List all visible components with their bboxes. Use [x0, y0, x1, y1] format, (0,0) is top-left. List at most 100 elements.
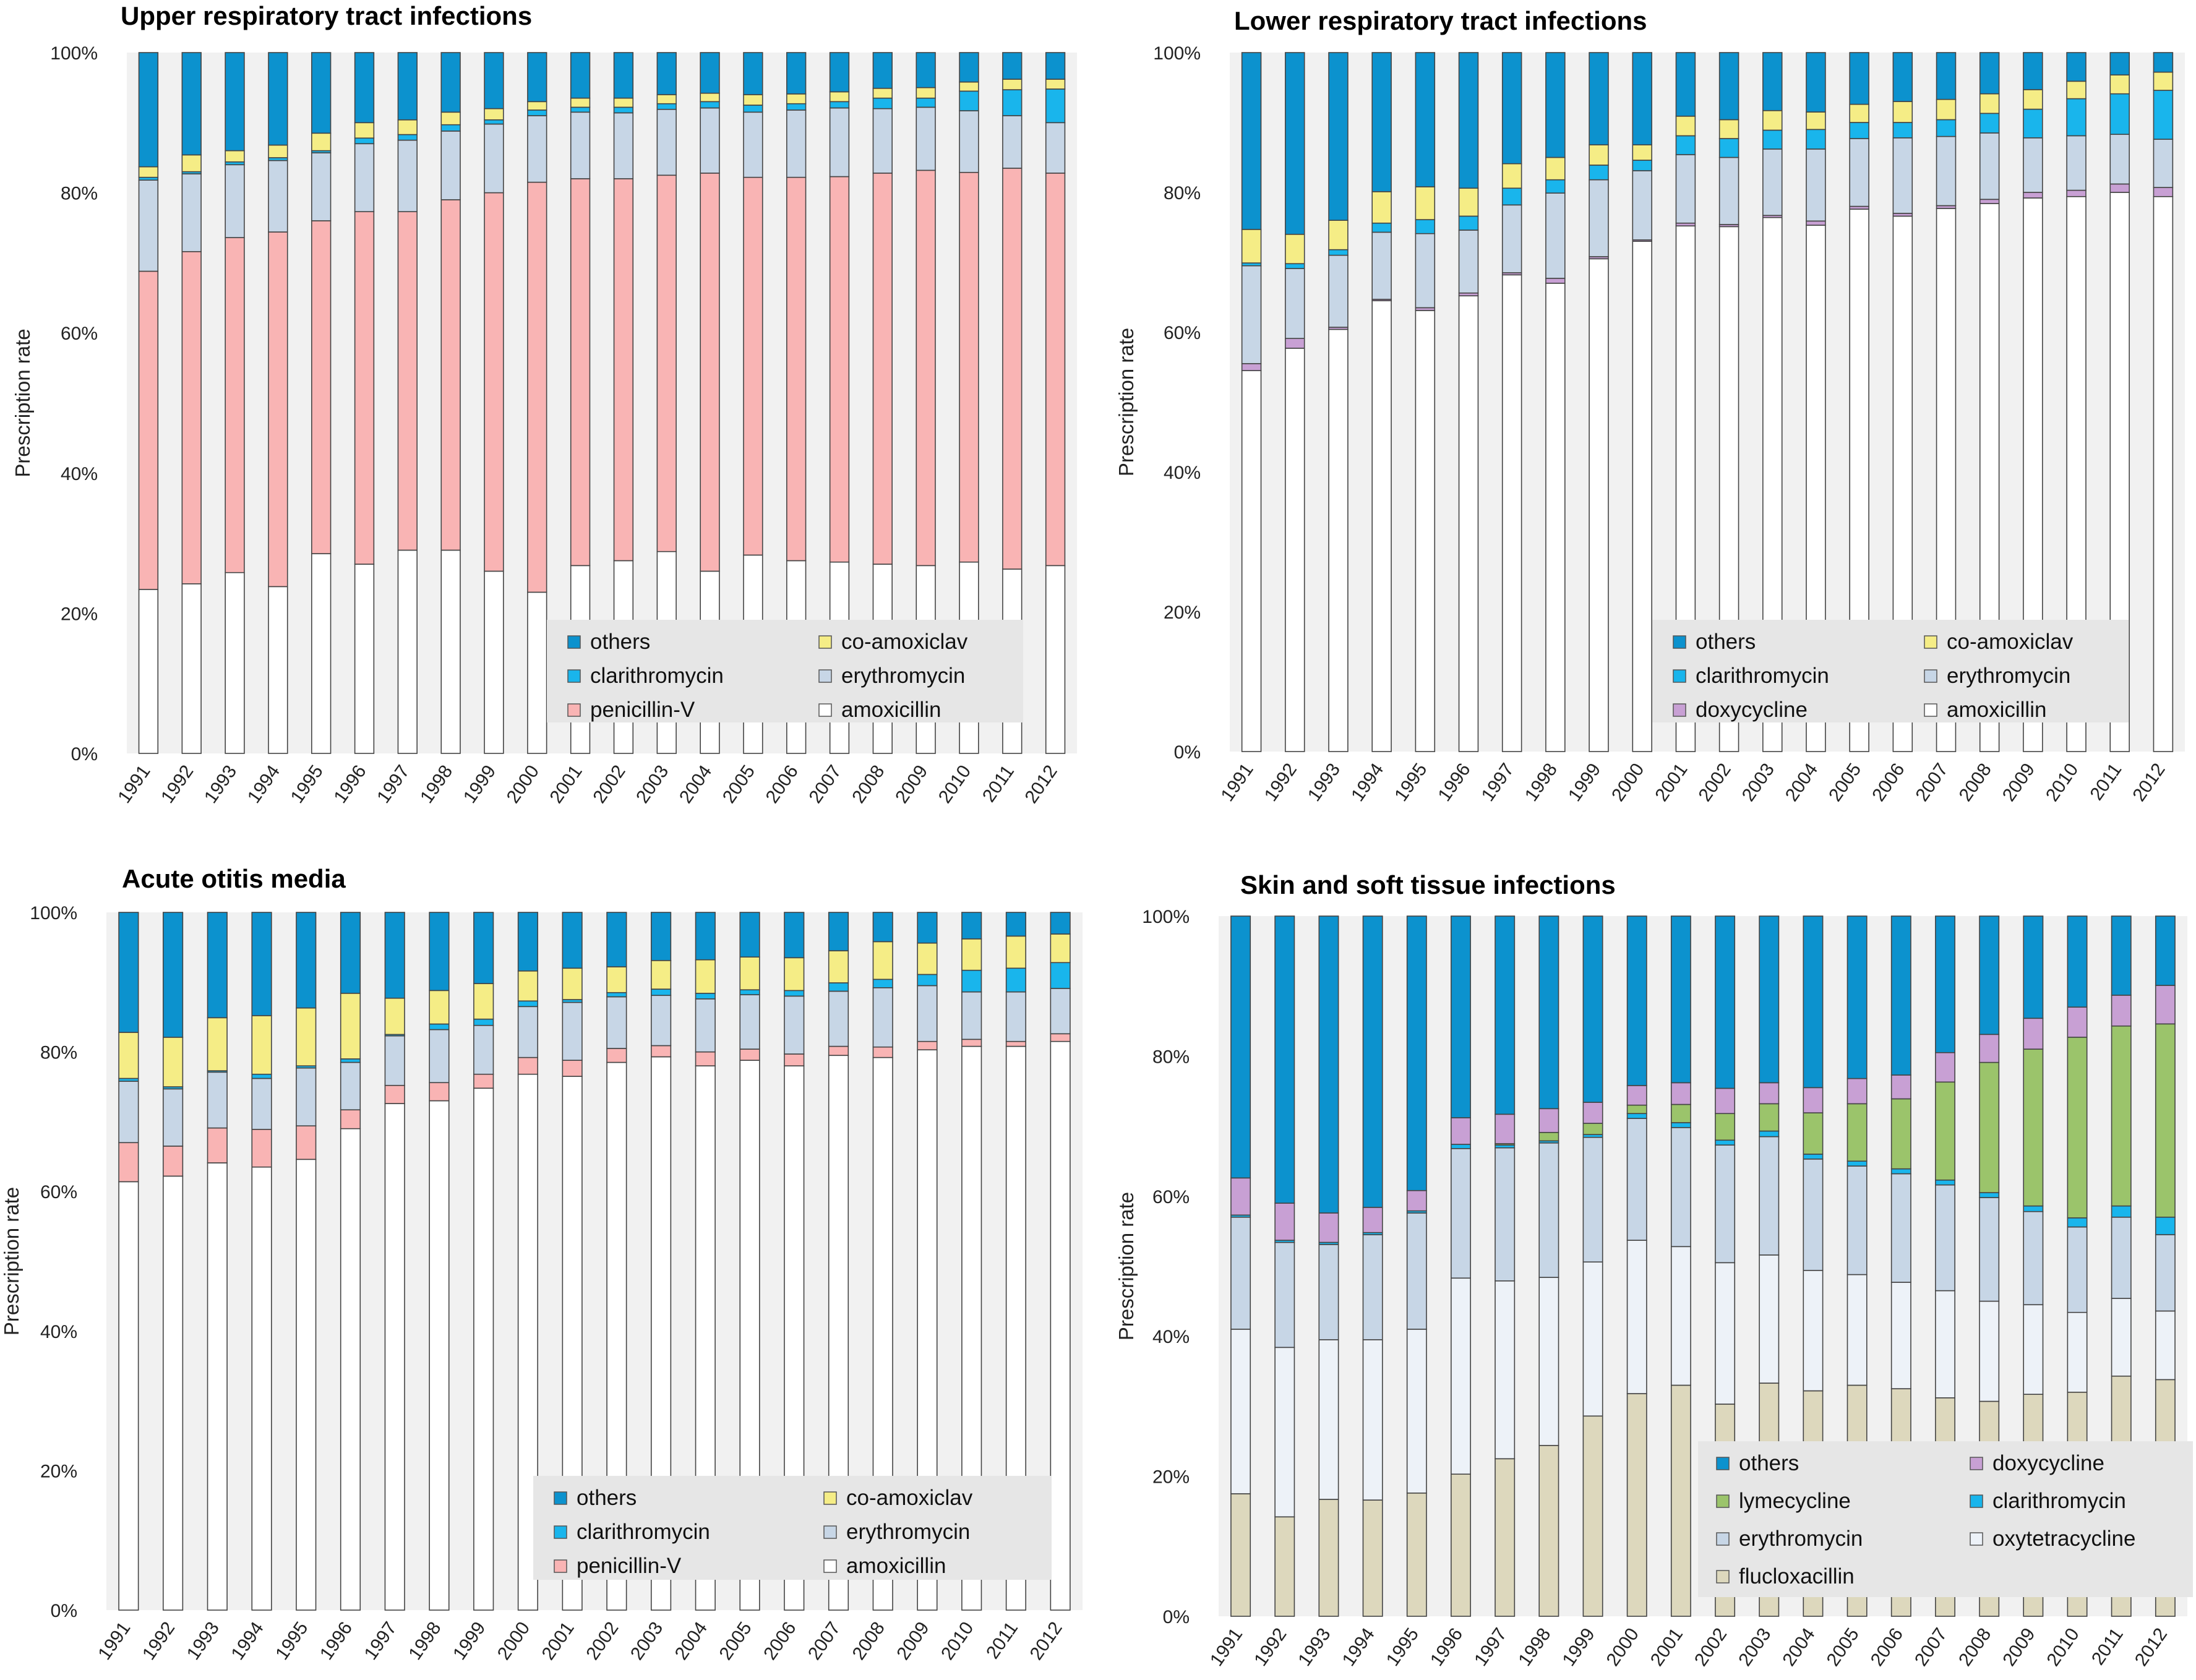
- bar-segment-clarithromycin-2006: [1890, 1168, 1911, 1175]
- bar-segment-oxytetracycline-1998: [1538, 1277, 1559, 1446]
- bar-segment-amoxicillin-1999: [484, 570, 504, 754]
- legend-swatch-clarithromycin: [1673, 669, 1686, 683]
- bar-segment-erythromycin-1992: [181, 173, 202, 252]
- x-tick-label: 2002: [1695, 760, 1735, 805]
- bar-segment-doxycycline-2005: [1846, 1078, 1868, 1105]
- x-tick-label: 1998: [405, 1618, 445, 1664]
- bar-segment-others-2000: [1626, 915, 1647, 1086]
- bar-segment-others-1998: [1545, 52, 1566, 158]
- bar-segment-penicillin-V-2000: [527, 181, 547, 593]
- bar-segment-doxycycline-1995: [1406, 1189, 1427, 1212]
- bar-segment-erythromycin-2006: [786, 109, 807, 178]
- bar-segment-erythromycin-1998: [1538, 1142, 1559, 1278]
- bar-segment-co-amoxiclav-2007: [828, 950, 849, 984]
- bar-segment-oxytetracycline-1995: [1406, 1329, 1427, 1494]
- bar-segment-others-2011: [2111, 915, 2132, 996]
- y-tick-label: 20%: [61, 604, 98, 624]
- x-tick-label: 2005: [1825, 760, 1865, 805]
- bar-segment-co-amoxiclav-2010: [959, 81, 979, 92]
- x-tick-label: 1999: [449, 1618, 489, 1664]
- bar-segment-erythromycin-1992: [1274, 1241, 1295, 1348]
- bar-segment-doxycycline-2002: [1715, 1087, 1736, 1115]
- legend-label-others: others: [1739, 1451, 1799, 1475]
- bar-segment-erythromycin-2010: [2066, 135, 2087, 191]
- y-axis-label: Prescription rate: [11, 328, 34, 477]
- x-tick-label: 2012: [1026, 1618, 1066, 1664]
- x-tick-label: 2002: [1691, 1624, 1731, 1670]
- legend-swatch-clarithromycin: [1970, 1494, 1983, 1508]
- bar-segment-clarithromycin-2004: [695, 993, 716, 1000]
- legend-swatch-co-amoxiclav: [818, 635, 832, 649]
- bar-segment-others-2008: [872, 912, 893, 943]
- bar-segment-penicillin-V-2006: [786, 176, 807, 562]
- bar-segment-doxycycline-1996: [1451, 1117, 1471, 1145]
- legend-swatch-penicillin-V: [567, 703, 581, 717]
- bar-segment-erythromycin-2004: [1803, 1159, 1824, 1271]
- bar-segment-doxycycline-1992: [1274, 1202, 1295, 1241]
- bar-segment-erythromycin-1997: [397, 139, 418, 212]
- bar-segment-others-1991: [1230, 915, 1251, 1179]
- bar-segment-doxycycline-2009: [2023, 1018, 2044, 1050]
- bar-segment-erythromycin-2005: [1849, 138, 1869, 207]
- bar-segment-clarithromycin-2011: [1002, 89, 1023, 116]
- bar-segment-co-amoxiclav-2006: [1892, 101, 1913, 123]
- bar-segment-doxycycline-2007: [1935, 1052, 1955, 1083]
- bar-segment-amoxicillin-1995: [1415, 310, 1436, 752]
- bar-segment-others-2005: [739, 912, 760, 958]
- x-tick-label: 1998: [1514, 1624, 1555, 1670]
- bar-segment-erythromycin-1999: [1589, 179, 1609, 257]
- bar-segment-penicillin-V-1991: [118, 1142, 139, 1183]
- bar-segment-doxycycline-2011: [2109, 183, 2130, 193]
- legend-label-erythromycin: erythromycin: [841, 664, 965, 688]
- bar-segment-oxytetracycline-2009: [2023, 1304, 2044, 1395]
- bar-segment-co-amoxiclav-1997: [397, 119, 418, 135]
- x-tick-label: 2001: [546, 761, 586, 807]
- legend-label-others: others: [1696, 630, 1756, 654]
- bar-segment-clarithromycin-2004: [1803, 1154, 1824, 1160]
- bar-segment-lymecycline-2002: [1715, 1113, 1736, 1141]
- bar-segment-amoxicillin-1993: [1328, 328, 1349, 752]
- bar-segment-erythromycin-2007: [1935, 1184, 1955, 1292]
- bar-segment-others-2005: [1849, 52, 1869, 105]
- legend-swatch-lymecycline: [1716, 1494, 1730, 1508]
- y-tick-label: 60%: [61, 324, 98, 344]
- bar-segment-clarithromycin-2009: [917, 974, 938, 987]
- bar-segment-others-1994: [1371, 52, 1392, 192]
- bar-segment-clarithromycin-2003: [651, 988, 672, 996]
- bar-segment-erythromycin-1991: [1230, 1216, 1251, 1330]
- bar-segment-clarithromycin-2009: [916, 97, 936, 108]
- legend-label-amoxicillin: amoxicillin: [846, 1554, 946, 1578]
- bar-segment-erythromycin-2009: [2023, 1211, 2044, 1306]
- bar-segment-clarithromycin-1996: [1451, 1144, 1471, 1149]
- x-tick-label: 2006: [760, 1618, 800, 1664]
- x-tick-label: 1992: [1250, 1624, 1290, 1670]
- bar-segment-others-2008: [1979, 52, 2000, 95]
- x-tick-label: 2006: [1868, 760, 1908, 805]
- bar-segment-others-2003: [656, 52, 677, 95]
- x-tick-label: 2010: [2042, 760, 2082, 805]
- bar-segment-amoxicillin-1994: [268, 586, 288, 754]
- bar-segment-others-2007: [1935, 915, 1955, 1053]
- bar-segment-doxycycline-1992: [1285, 338, 1305, 349]
- x-tick-label: 2010: [935, 761, 975, 807]
- bar-segment-clarithromycin-2005: [739, 989, 760, 995]
- bar-segment-co-amoxiclav-2005: [743, 94, 763, 106]
- bar-segment-amoxicillin-1997: [1501, 274, 1522, 752]
- bar-segment-erythromycin-2007: [828, 990, 849, 1047]
- x-tick-label: 2006: [762, 761, 802, 807]
- bar-segment-lymecycline-2009: [2023, 1048, 2044, 1207]
- x-tick-label: 2007: [1911, 1624, 1951, 1670]
- bar-segment-lymecycline-2006: [1890, 1098, 1911, 1170]
- y-tick-label: 100%: [30, 903, 77, 924]
- bar-segment-amoxicillin-1998: [440, 549, 461, 754]
- bar-segment-co-amoxiclav-2009: [917, 942, 938, 975]
- bar-segment-others-1996: [340, 912, 361, 994]
- bar-segment-clarithromycin-2003: [1762, 129, 1783, 150]
- bar-segment-penicillin-V-2000: [517, 1056, 538, 1075]
- bar-segment-amoxicillin-2000: [1632, 241, 1652, 752]
- bar-segment-penicillin-V-2012: [1050, 1033, 1071, 1042]
- legend: others co-amoxiclav clarithromycin erythrom…: [533, 1476, 1052, 1580]
- x-tick-label: 2012: [2129, 760, 2169, 805]
- bar-segment-amoxicillin-1996: [1458, 295, 1479, 752]
- legend-swatch-erythromycin: [1924, 669, 1937, 683]
